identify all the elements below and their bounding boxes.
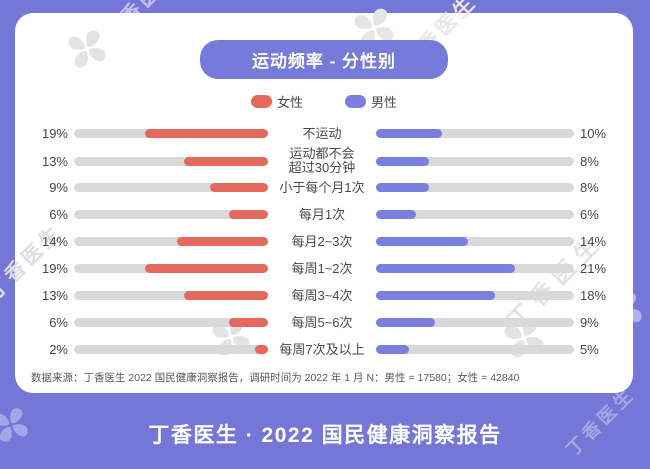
category-label: 运动都不会 超过30分钟 [288, 146, 356, 175]
chart-row: 19% 每周1~2次 21% [28, 255, 620, 282]
male-value-label: 10% [580, 126, 607, 141]
category-label: 不运动 [302, 125, 342, 141]
female-bar-fill [229, 318, 268, 327]
male-bar-fill [376, 183, 429, 192]
female-value-label: 19% [41, 261, 68, 276]
male-value-label: 6% [580, 207, 599, 222]
male-value-label: 5% [580, 342, 599, 357]
male-value-label: 9% [580, 315, 599, 330]
category-label: 每周7次及以上 [279, 341, 365, 357]
category-label: 每周5~6次 [291, 314, 353, 330]
male-bar-track [376, 291, 574, 300]
male-value-label: 8% [580, 180, 599, 195]
female-legend-dot-icon [250, 95, 272, 108]
male-bar-track [376, 318, 574, 327]
chart-row: 2% 每周7次及以上 5% [28, 336, 620, 363]
male-bar-track [376, 183, 574, 192]
male-value-label: 21% [580, 261, 607, 276]
chart-row: 13% 运动都不会 超过30分钟 8% [28, 146, 620, 175]
female-value-label: 14% [41, 234, 68, 249]
female-value-label: 13% [41, 288, 68, 303]
category-label: 小于每个月1次 [279, 179, 365, 195]
male-bar-fill [376, 291, 495, 300]
male-bar-track [376, 210, 574, 219]
chart-row: 14% 每月2~3次 14% [28, 228, 620, 255]
male-bar-track [376, 129, 574, 138]
category-label: 每周1~2次 [291, 260, 353, 276]
male-bar-fill [376, 264, 515, 273]
female-bar-track [74, 345, 268, 354]
data-source-note: 数据来源：丁香医生 2022 国民健康洞察报告，调研时间为 2022 年 1 月… [31, 372, 520, 384]
female-bar-track [74, 210, 268, 219]
male-bar-track [376, 264, 574, 273]
male-bar-fill [376, 237, 469, 246]
legend-label-male: 男性 [371, 95, 398, 110]
male-bar-fill [376, 210, 416, 219]
category-label: 每周3~4次 [291, 287, 353, 303]
female-bar-track [74, 237, 268, 246]
chart-title-badge: 运动频率 - 分性别 [199, 40, 449, 79]
female-bar-track [74, 183, 268, 192]
female-bar-track [74, 129, 268, 138]
chart-row: 13% 每周3~4次 18% [28, 282, 620, 309]
male-bar-track [376, 237, 574, 246]
chart-legend: 女性 男性 [15, 92, 633, 111]
male-value-label: 8% [580, 153, 599, 169]
male-legend-dot-icon [345, 95, 366, 108]
legend-item-female: 女性 [250, 92, 303, 111]
female-bar-fill [229, 210, 268, 219]
female-bar-fill [255, 345, 268, 354]
male-bar-fill [376, 318, 436, 327]
chart-row: 9% 小于每个月1次 8% [28, 174, 620, 201]
report-footer-title: 丁香医生 · 2022 国民健康洞察报告 [148, 424, 502, 447]
chart-row: 6% 每周5~6次 9% [28, 309, 620, 336]
female-value-label: 6% [49, 207, 68, 222]
female-value-label: 6% [49, 315, 68, 330]
female-bar-fill [183, 291, 268, 300]
male-value-label: 14% [580, 234, 607, 249]
female-bar-fill [145, 264, 268, 273]
male-bar-fill [376, 156, 429, 166]
legend-label-female: 女性 [276, 95, 303, 110]
chart-rows: 19% 不运动 10% 13% 运动都不会 超过30分钟 8% 9% 小于每个月1次 8% 6% 每… [15, 120, 633, 363]
category-label: 每月1次 [298, 206, 346, 222]
female-value-label: 19% [41, 126, 68, 141]
female-bar-fill [177, 237, 268, 246]
female-bar-fill [209, 183, 268, 192]
male-value-label: 18% [580, 288, 607, 303]
female-value-label: 2% [49, 342, 68, 357]
female-bar-track [74, 156, 268, 166]
male-bar-track [376, 156, 574, 166]
chart-content: 运动频率 - 分性别 女性 男性 19% 不运动 10% 13% 运动都不会 超过30分… [15, 13, 633, 393]
female-value-label: 13% [41, 153, 68, 169]
female-value-label: 9% [49, 180, 68, 195]
male-bar-track [376, 345, 574, 354]
male-bar-fill [376, 345, 409, 354]
female-bar-track [74, 264, 268, 273]
female-bar-fill [145, 129, 268, 138]
male-bar-fill [376, 129, 442, 138]
female-bar-track [74, 318, 268, 327]
category-label: 每月2~3次 [291, 233, 353, 249]
chart-row: 19% 不运动 10% [28, 120, 620, 147]
chart-row: 6% 每月1次 6% [28, 201, 620, 228]
female-bar-track [74, 291, 268, 300]
legend-item-male: 男性 [345, 92, 397, 111]
female-bar-fill [183, 156, 268, 166]
